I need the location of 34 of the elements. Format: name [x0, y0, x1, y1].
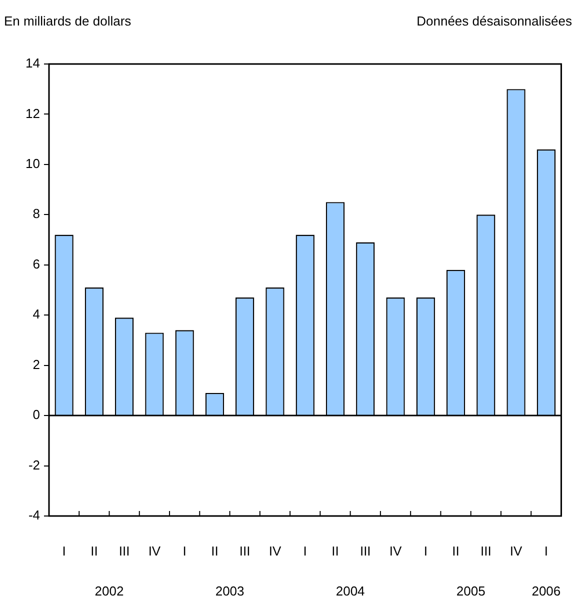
x-tick-label: IV — [268, 543, 282, 558]
x-tick-label: IV — [148, 543, 161, 558]
chart-subtitle: Données désaisonnalisées — [416, 14, 572, 29]
y-tick-label: 4 — [32, 306, 40, 322]
text: 2002 — [94, 584, 124, 599]
x-tick-label: IV — [510, 543, 522, 558]
x-tick-label: I — [182, 543, 186, 558]
y-tick-label: -2 — [28, 457, 40, 472]
x-tick-label: II — [452, 543, 460, 558]
y-tick-label: 12 — [26, 106, 40, 121]
x-tick-label: III — [118, 543, 130, 558]
y-tick-label: 2 — [32, 356, 40, 372]
y-tick-label: 14 — [26, 56, 40, 71]
y-tick-label: -4 — [28, 508, 40, 523]
y-tick-label: 10 — [26, 156, 40, 172]
x-tick-label: I — [544, 543, 548, 558]
text: 2004 — [336, 584, 365, 599]
text: 2003 — [215, 584, 244, 599]
x-tick-label: I — [62, 543, 66, 558]
y-tick-label: 6 — [32, 256, 40, 272]
x-tick-label: III — [239, 543, 250, 558]
x-tick-label: III — [480, 543, 492, 558]
y-tick-label: 0 — [32, 407, 40, 422]
x-tick-label: I — [303, 543, 307, 558]
text: 2005 — [456, 584, 486, 599]
y-tick-label: 8 — [32, 206, 40, 222]
x-tick-label: IV — [389, 543, 402, 558]
x-tick-label: II — [211, 543, 218, 558]
text: 2006 — [532, 584, 561, 599]
x-tick-label: II — [332, 543, 339, 558]
x-tick-label: I — [424, 543, 428, 558]
x-tick-label: III — [360, 543, 371, 558]
x-tick-label: II — [90, 543, 98, 558]
y-axis-title: En milliards de dollars — [4, 14, 132, 29]
